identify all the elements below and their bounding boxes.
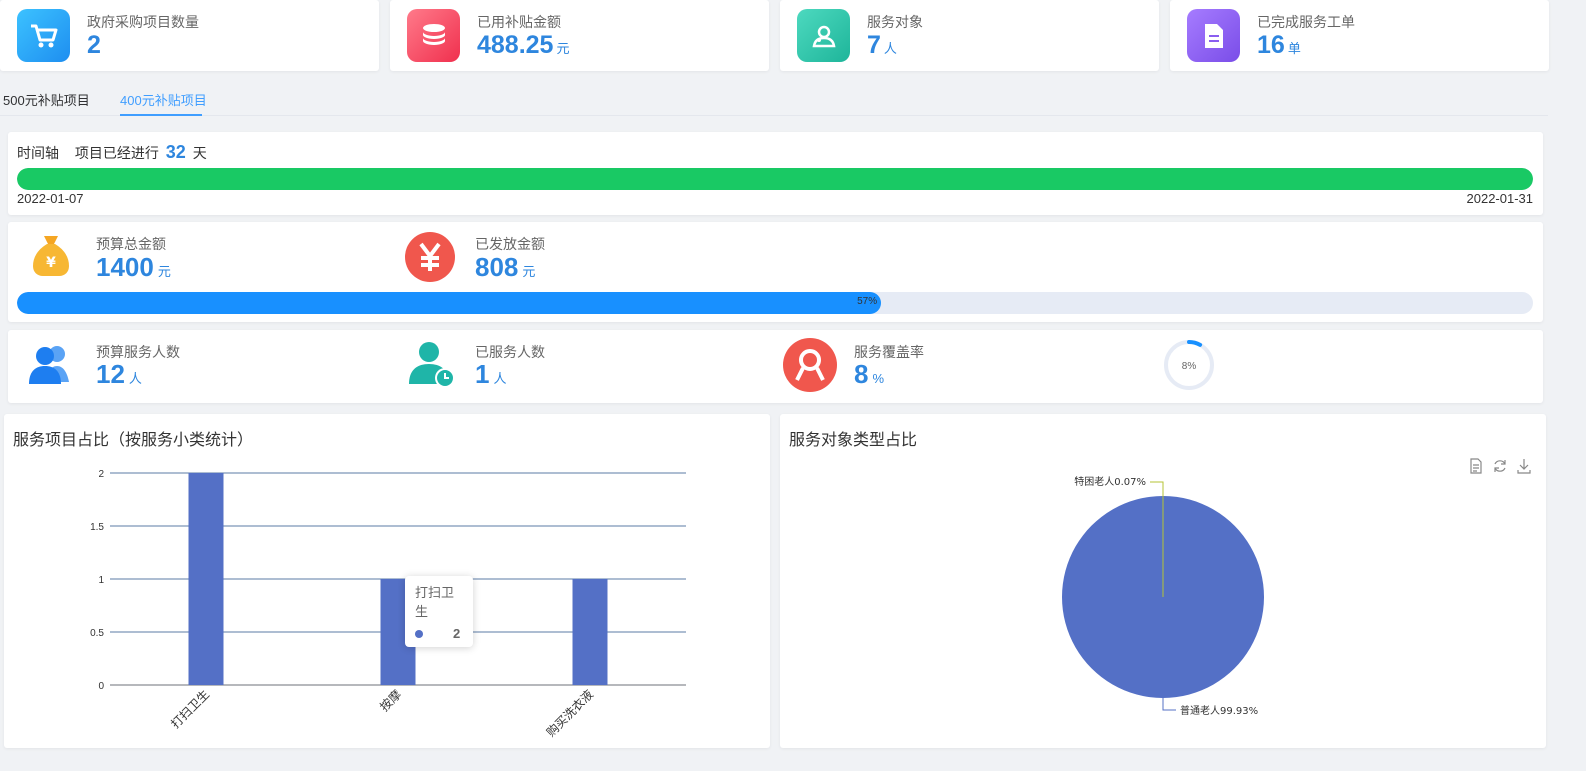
timeline-header: 时间轴 项目已经进行 32 天 — [17, 142, 207, 163]
timeline-days: 32 — [165, 142, 186, 162]
budget-total-value: 1400 元 — [96, 252, 171, 282]
tab-400-subsidy[interactable]: 400元补贴项目 — [120, 93, 207, 108]
coverage-ring: 8% — [1162, 338, 1216, 392]
project-tabs: 500元补贴项目 400元补贴项目 — [0, 87, 1548, 116]
served-people-icon — [405, 340, 457, 390]
pie-label: 特困老人0.07% — [1074, 475, 1146, 488]
stat-label: 服务对象 — [867, 14, 923, 30]
coverage-ring-text: 8% — [1182, 361, 1197, 372]
y-tick-label: 1 — [98, 575, 104, 586]
bar[interactable] — [188, 473, 224, 685]
stat-card-subsidy-used: 已用补贴金额 488.25 元 — [390, 0, 769, 71]
tooltip-category: 打扫卫生 — [415, 585, 455, 619]
budget-issued-value: 808 元 — [475, 252, 536, 282]
stat-label: 政府采购项目数量 — [87, 14, 199, 30]
budget-people-value: 12 人 — [96, 359, 142, 389]
bar-chart-title: 服务项目占比（按服务小类统计） — [13, 432, 254, 449]
x-tick-label: 购买洗衣液 — [543, 687, 596, 740]
pie-chart-title: 服务对象类型占比 — [789, 432, 918, 449]
active-tab-underline — [120, 114, 202, 116]
pie-chart: 特困老人0.07% 普通老人99.93% — [1062, 475, 1265, 717]
person-icon — [797, 9, 850, 62]
coverage-label: 服务覆盖率 — [854, 344, 924, 360]
pie-chart-panel: 服务对象类型占比 特困老人0.07% 普通老人99.93% — [780, 414, 1546, 748]
x-tick-label: 打扫卫生 — [168, 687, 212, 731]
timeline-progress-prefix: 项目已经进行 — [74, 145, 159, 161]
budget-progress-bar: 57% — [17, 292, 1533, 314]
y-tick-label: 0.5 — [90, 628, 104, 639]
bar[interactable] — [572, 579, 608, 685]
coverage-ring-arc — [1164, 340, 1214, 390]
download-icon[interactable] — [1516, 458, 1532, 474]
budget-people-label: 预算服务人数 — [96, 344, 180, 360]
data-view-icon[interactable] — [1468, 458, 1484, 474]
stat-value: 488.25 元 — [477, 31, 570, 59]
tooltip-series-dot — [415, 629, 423, 638]
timeline-end-date: 2022-01-31 — [1466, 191, 1534, 206]
pie-label: 普通老人99.93% — [1180, 704, 1258, 717]
budget-progress-fill: 57% — [17, 292, 882, 314]
document-icon — [1187, 9, 1240, 62]
bar-chart-tooltip: 打扫卫生 2 — [405, 576, 473, 647]
yuan-icon — [405, 232, 455, 282]
stat-label: 已完成服务工单 — [1257, 14, 1355, 30]
tooltip-value: 2 — [453, 626, 461, 641]
timeline-days-unit: 天 — [192, 145, 207, 161]
stat-value: 16 单 — [1257, 31, 1301, 59]
timeline-start-date: 2022-01-07 — [17, 191, 84, 206]
timeline-label: 时间轴 — [17, 145, 59, 161]
y-tick-label: 2 — [98, 469, 104, 480]
label-line — [1162, 698, 1176, 711]
budget-issued-label: 已发放金额 — [475, 236, 545, 252]
group-icon — [27, 342, 75, 386]
coverage-value: 8% — [854, 359, 885, 389]
budget-total-label: 预算总金额 — [96, 236, 166, 252]
x-tick-label: 按摩 — [377, 687, 405, 715]
timeline-bar — [17, 168, 1533, 190]
timeline-bar-fill — [17, 168, 1533, 190]
stat-card-purchase-count: 政府采购项目数量 2 — [0, 0, 379, 71]
budget-progress-text: 57% — [857, 296, 878, 307]
cart-icon — [17, 9, 70, 62]
budget-panel: ¥ 预算总金额 1400 元 已发放金额 808 元 57% — [8, 222, 1543, 322]
label-line — [1150, 481, 1164, 597]
stat-value: 2 — [87, 31, 101, 59]
chart-toolbox — [1468, 458, 1532, 474]
y-tick-label: 0 — [98, 681, 104, 692]
coins-icon — [407, 9, 460, 62]
coverage-icon — [783, 338, 837, 392]
bar-chart-panel: 服务项目占比（按服务小类统计） 0 0.5 1 1.5 2 打扫卫生 按摩 购买洗衣液 打扫卫… — [4, 414, 770, 748]
served-people-label: 已服务人数 — [475, 344, 545, 360]
refresh-icon[interactable] — [1492, 458, 1508, 474]
stat-label: 已用补贴金额 — [477, 14, 561, 30]
y-tick-label: 1.5 — [90, 522, 104, 533]
svg-text:¥: ¥ — [46, 255, 56, 271]
tab-500-subsidy[interactable]: 500元补贴项目 — [3, 93, 90, 108]
stat-card-completed-orders: 已完成服务工单 16 单 — [1170, 0, 1549, 71]
timeline-panel: 时间轴 项目已经进行 32 天 2022-01-07 2022-01-31 — [8, 132, 1543, 215]
money-bag-icon: ¥ — [27, 232, 75, 280]
